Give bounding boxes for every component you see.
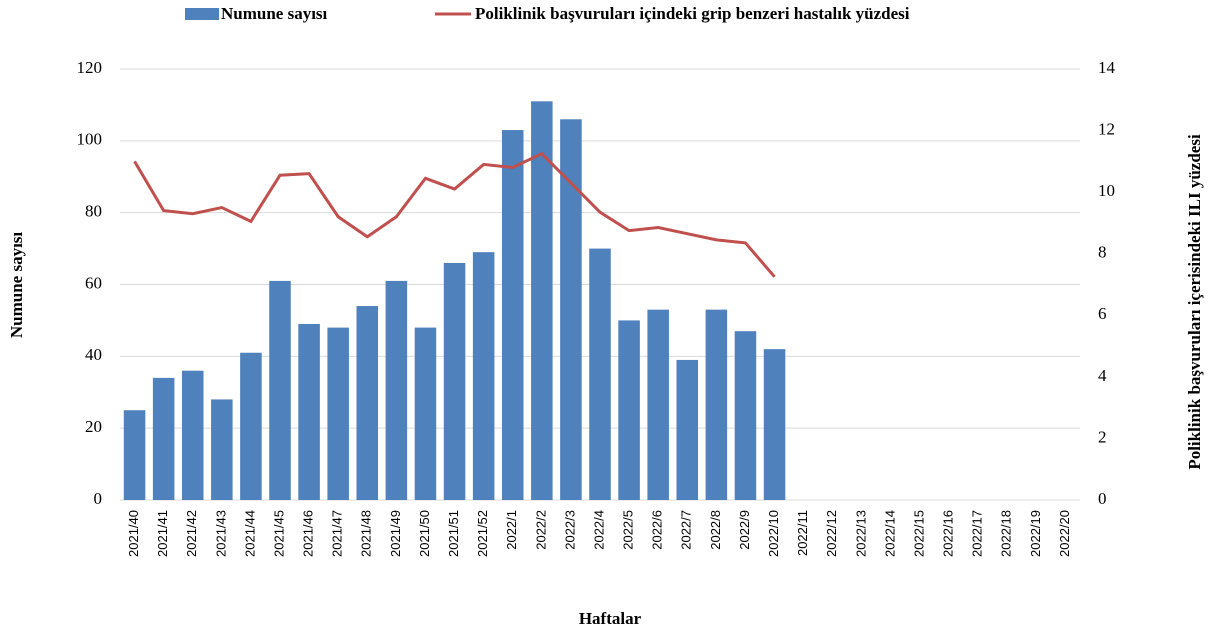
bar xyxy=(327,327,349,500)
bar xyxy=(414,327,437,500)
x-tick-label: 2022/7 xyxy=(679,510,694,550)
bar xyxy=(123,410,146,500)
y-tick-label: 0 xyxy=(94,489,103,508)
x-tick-label: 2022/6 xyxy=(650,510,665,550)
x-tick-label: 2022/18 xyxy=(999,510,1014,557)
y2-tick-label: 2 xyxy=(1098,427,1107,446)
x-tick-label: 2021/49 xyxy=(388,510,403,557)
x-axis-title: Haftalar xyxy=(579,609,642,628)
y-tick-label: 80 xyxy=(85,202,102,221)
x-tick-label: 2021/50 xyxy=(417,510,432,557)
bar xyxy=(560,119,582,501)
x-tick-label: 2022/14 xyxy=(882,510,897,557)
bar xyxy=(298,324,320,500)
x-tick-label: 2022/9 xyxy=(737,510,752,550)
y-tick-label: 120 xyxy=(77,58,103,77)
bar xyxy=(763,349,786,500)
legend-label: Numune sayısı xyxy=(221,4,328,23)
bar xyxy=(181,370,204,500)
x-tick-label: 2021/52 xyxy=(475,510,490,557)
y2-tick-label: 0 xyxy=(1098,489,1107,508)
x-tick-label: 2022/17 xyxy=(970,510,985,557)
bar xyxy=(705,309,728,500)
legend-swatch xyxy=(185,8,219,20)
y-tick-label: 20 xyxy=(85,417,102,436)
bar xyxy=(269,280,291,500)
x-tick-label: 2022/3 xyxy=(562,510,577,550)
bar xyxy=(472,252,495,500)
y-tick-label: 60 xyxy=(85,273,102,292)
bar xyxy=(211,399,233,500)
y-tick-label: 100 xyxy=(77,130,103,149)
bar xyxy=(152,377,175,500)
x-tick-label: 2022/5 xyxy=(621,510,636,550)
x-tick-label: 2022/16 xyxy=(941,510,956,557)
x-tick-label: 2021/47 xyxy=(330,510,345,557)
y2-tick-label: 10 xyxy=(1098,181,1115,200)
x-tick-label: 2021/40 xyxy=(126,510,141,557)
y2-tick-label: 14 xyxy=(1098,58,1116,77)
bar xyxy=(443,262,466,500)
line xyxy=(133,151,776,278)
bar xyxy=(734,331,757,500)
x-tick-label: 2021/51 xyxy=(446,510,461,557)
bar xyxy=(356,306,379,500)
x-tick-label: 2022/2 xyxy=(533,510,548,550)
bar xyxy=(618,320,640,500)
x-tick-label: 2021/44 xyxy=(242,510,257,557)
y2-tick-label: 12 xyxy=(1098,119,1115,138)
x-tick-label: 2022/13 xyxy=(853,510,868,557)
x-tick-label: 2021/41 xyxy=(155,510,170,557)
x-tick-label: 2022/11 xyxy=(795,510,810,556)
y-axis-title: Numune sayısı xyxy=(7,232,26,339)
bar xyxy=(589,248,611,500)
x-tick-label: 2022/4 xyxy=(591,510,606,550)
x-tick-label: 2021/46 xyxy=(301,510,316,557)
x-tick-label: 2022/20 xyxy=(1057,510,1072,557)
y2-tick-label: 8 xyxy=(1098,243,1107,262)
x-tick-label: 2022/10 xyxy=(766,510,781,557)
y2-tick-label: 4 xyxy=(1098,366,1107,385)
y-tick-label: 40 xyxy=(85,345,102,364)
bar xyxy=(531,101,553,500)
bar xyxy=(501,130,524,500)
bar xyxy=(676,359,699,500)
x-tick-label: 2021/45 xyxy=(271,510,286,557)
x-tick-label: 2021/48 xyxy=(359,510,374,557)
bar xyxy=(385,280,408,500)
bar xyxy=(647,309,669,500)
legend-label: Poliklinik başvuruları içindeki grip ben… xyxy=(475,4,910,23)
x-tick-label: 2022/12 xyxy=(824,510,839,557)
y2-axis-title: Poliklinik başvuruları içerisindeki ILI … xyxy=(1185,134,1204,470)
x-tick-label: 2021/43 xyxy=(213,510,228,557)
x-tick-label: 2022/15 xyxy=(911,510,926,557)
x-tick-label: 2022/19 xyxy=(1028,510,1043,557)
x-tick-label: 2022/8 xyxy=(708,510,723,550)
x-tick-label: 2022/1 xyxy=(504,510,519,550)
y2-tick-label: 6 xyxy=(1098,304,1107,323)
bar xyxy=(240,352,262,500)
x-tick-label: 2021/42 xyxy=(184,510,199,557)
